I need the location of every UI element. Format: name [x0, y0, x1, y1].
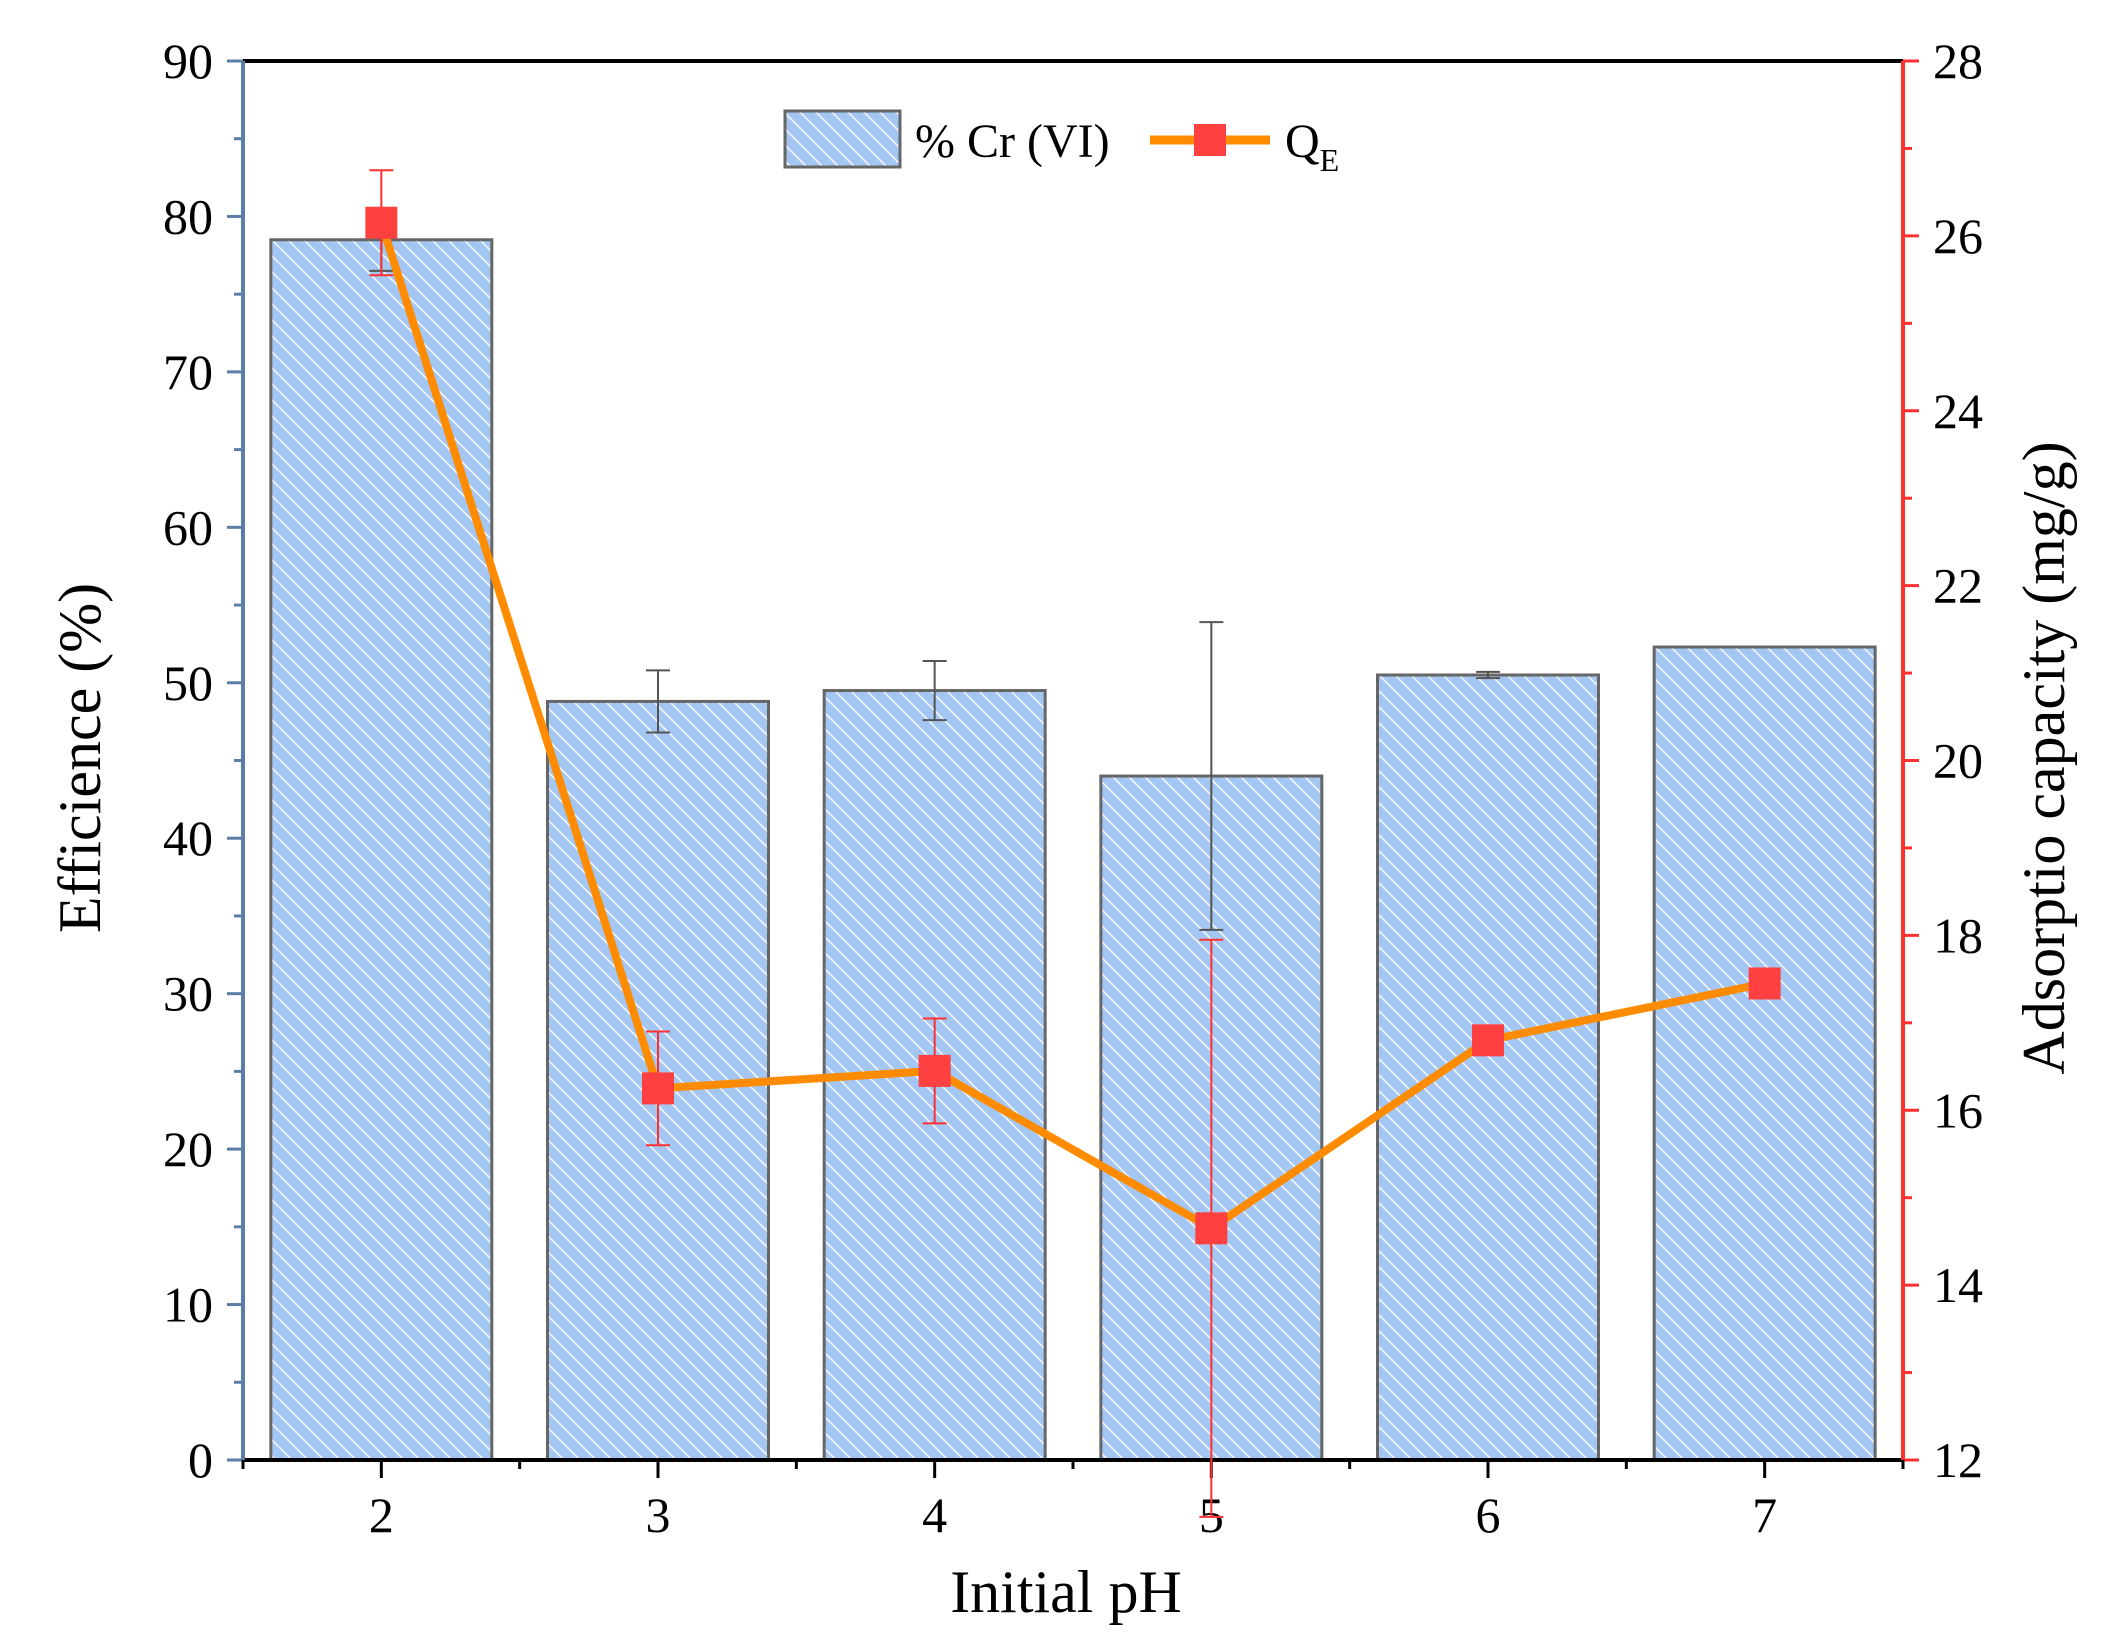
right-tick-label: 20	[1933, 733, 1983, 789]
left-tick-label: 70	[163, 344, 213, 400]
x-tick-label: 4	[922, 1487, 947, 1543]
left-axis: 0 10 20 30 40 50 60 70 80 90	[163, 33, 245, 1488]
qe-marker-ph-2	[365, 206, 398, 239]
left-axis-title: Efficience (%)	[47, 583, 113, 933]
legend-line-label: QE	[1285, 115, 1339, 178]
legend-line-marker	[1194, 124, 1226, 156]
bar-ph-2	[269, 238, 494, 1462]
legend: % Cr (VI) QE	[783, 109, 1339, 178]
right-tick-label: 24	[1933, 383, 1983, 439]
left-tick-label: 10	[163, 1277, 213, 1333]
x-tick-label: 6	[1476, 1487, 1501, 1543]
right-tick-label: 16	[1933, 1082, 1983, 1138]
left-tick-label: 20	[163, 1121, 213, 1177]
right-tick-label: 26	[1933, 208, 1983, 264]
line-layer	[365, 169, 1781, 1518]
right-tick-label: 22	[1933, 558, 1983, 614]
right-axis: 12 14 16 18 20 22 24 26 28	[1901, 33, 1983, 1488]
bars-layer	[269, 238, 1877, 1462]
qe-marker-ph-4	[918, 1054, 951, 1087]
bar-ph-7	[1652, 645, 1877, 1462]
x-tick-label: 3	[646, 1487, 671, 1543]
bar-ph-6	[1376, 673, 1600, 1462]
left-tick-label: 0	[188, 1432, 213, 1488]
right-tick-label: 18	[1933, 907, 1983, 963]
left-tick-label: 40	[163, 810, 213, 866]
left-tick-label: 60	[163, 499, 213, 555]
legend-line-label-main: Q	[1285, 115, 1320, 168]
legend-bar-swatch	[783, 109, 902, 169]
qe-marker-ph-6	[1472, 1024, 1504, 1057]
right-tick-label: 28	[1933, 33, 1983, 89]
qe-line	[377, 221, 1766, 1233]
qe-marker-ph-5	[1195, 1212, 1228, 1245]
right-tick-label: 14	[1933, 1257, 1983, 1313]
left-tick-label: 80	[163, 188, 213, 244]
legend-line-label-subscript: E	[1320, 142, 1340, 178]
right-axis-title: Adsorptio capacity (mg/g)	[2011, 441, 2077, 1074]
right-tick-label: 12	[1933, 1432, 1983, 1488]
x-axis-title: Initial pH	[950, 1559, 1182, 1625]
x-tick-label: 2	[369, 1487, 394, 1543]
left-tick-label: 30	[163, 966, 213, 1022]
left-tick-label: 50	[163, 655, 213, 711]
qe-marker-ph-7	[1748, 967, 1781, 1000]
left-tick-label: 90	[163, 33, 213, 89]
qe-marker-ph-3	[642, 1072, 674, 1105]
legend-bar-label: % Cr (VI)	[915, 115, 1110, 168]
x-tick-label: 7	[1752, 1487, 1777, 1543]
